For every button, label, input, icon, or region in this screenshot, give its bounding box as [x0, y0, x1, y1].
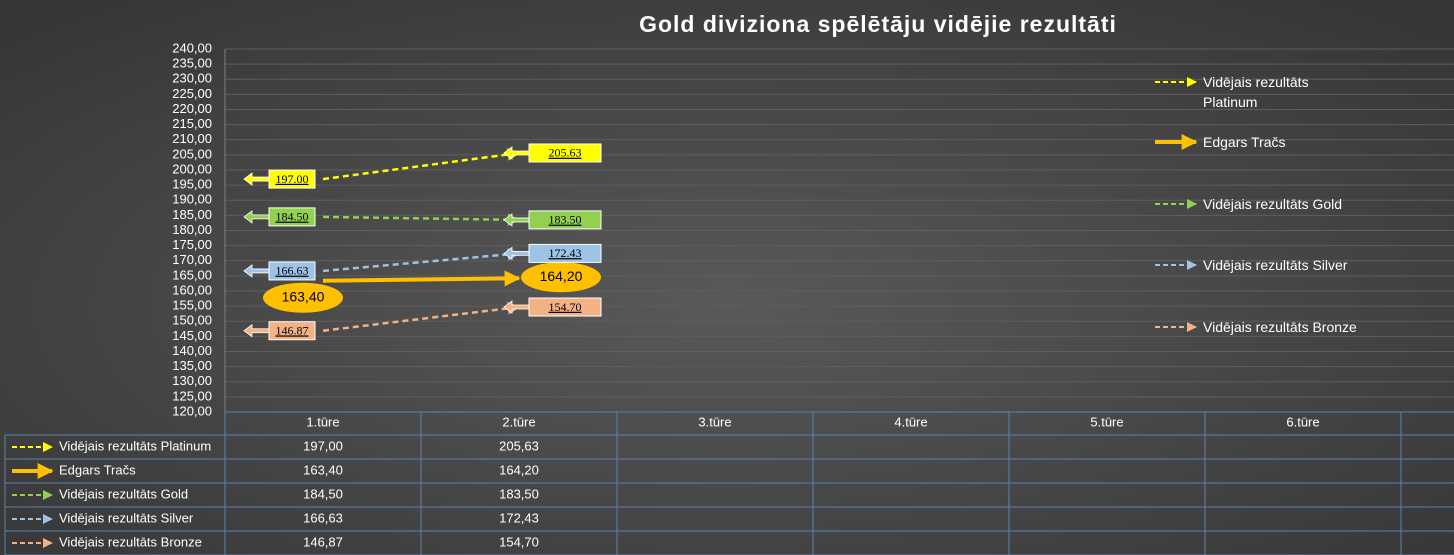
y-tick-label: 165,00 [172, 267, 212, 282]
table-cell: 164,20 [499, 462, 539, 477]
y-tick-label: 175,00 [172, 237, 212, 252]
data-label-bg [268, 261, 316, 281]
legend-label: Vidējais rezultāts Bronze [1203, 319, 1357, 335]
table-cell: 166,63 [303, 510, 343, 525]
data-label: 164,20 [540, 268, 583, 284]
series-line [322, 302, 521, 332]
table-cell: 197,00 [303, 438, 343, 453]
table-row-label: Vidējais rezultāts Gold [59, 486, 188, 501]
x-tick-label: 4.tūre [894, 414, 927, 429]
y-tick-label: 135,00 [172, 358, 212, 373]
x-tick-label: 1.tūre [306, 414, 339, 429]
table-row-label: Vidējais rezultāts Platinum [59, 438, 211, 453]
legend-entry: Edgars Tračs [1203, 134, 1286, 150]
y-tick-label: 220,00 [172, 101, 212, 116]
x-tick-label: 6.tūre [1286, 414, 1319, 429]
y-tick-label: 155,00 [172, 298, 212, 313]
x-tick-label: 3.tūre [698, 414, 731, 429]
y-tick-label: 215,00 [172, 116, 212, 131]
legend-label: Edgars Tračs [1203, 134, 1286, 150]
table-cell: 184,50 [303, 486, 343, 501]
table-cell: 154,70 [499, 534, 539, 549]
legend-label: Vidējais rezultāts Silver [1203, 257, 1348, 273]
y-tick-label: 180,00 [172, 222, 212, 237]
legend-entry: Vidējais rezultāts Platinum [1203, 74, 1309, 110]
y-tick-label: 140,00 [172, 343, 212, 358]
y-tick-label: 205,00 [172, 146, 212, 161]
legend-label: Vidējais rezultāts Gold [1203, 196, 1343, 212]
series-line [322, 248, 521, 273]
y-tick-label: 120,00 [172, 403, 212, 418]
x-tick-label: 2.tūre [502, 414, 535, 429]
series-line [322, 213, 521, 226]
table-cell: 172,43 [499, 510, 539, 525]
data-label-bg [528, 297, 602, 317]
table-cell: 205,63 [499, 438, 539, 453]
y-tick-label: 185,00 [172, 207, 212, 222]
y-tick-label: 145,00 [172, 328, 212, 343]
data-label-bg [268, 321, 316, 341]
data-label: 183.50 [549, 213, 582, 227]
data-label: 163,40 [282, 288, 325, 304]
y-tick-label: 225,00 [172, 86, 212, 101]
data-label: 205.63 [549, 146, 582, 160]
table-cell: 146,87 [303, 534, 343, 549]
y-tick-label: 150,00 [172, 313, 212, 328]
y-tick-label: 210,00 [172, 131, 212, 146]
table-cell: 183,50 [499, 486, 539, 501]
y-tick-label: 160,00 [172, 282, 212, 297]
data-label-bg [268, 169, 316, 189]
data-label: 184.50 [276, 210, 309, 224]
data-label-bg [263, 282, 343, 313]
table-row-label: Vidējais rezultāts Silver [59, 510, 194, 525]
series-line [322, 148, 521, 181]
y-tick-label: 195,00 [172, 177, 212, 192]
legend-entry: Vidējais rezultāts Bronze [1203, 319, 1357, 335]
y-tick-label: 170,00 [172, 252, 212, 267]
table-row-label: Vidējais rezultāts Bronze [59, 534, 202, 549]
data-label-bg [528, 210, 602, 230]
legend-entry: Vidējais rezultāts Gold [1203, 196, 1343, 212]
data-label-bg [528, 243, 602, 263]
data-label-bg [528, 143, 602, 163]
chart-title: Gold diviziona spēlētāju vidējie rezultā… [639, 11, 1117, 37]
y-tick-label: 130,00 [172, 373, 212, 388]
data-label: 154.70 [549, 300, 582, 314]
series-line [322, 270, 521, 287]
y-tick-label: 230,00 [172, 71, 212, 86]
data-label-bg [521, 262, 601, 293]
legend-entry: Vidējais rezultāts Silver [1203, 257, 1348, 273]
x-tick-label: 5.tūre [1090, 414, 1123, 429]
y-tick-label: 240,00 [172, 40, 212, 55]
table-cell: 163,40 [303, 462, 343, 477]
table-row-label: Edgars Tračs [59, 462, 136, 477]
data-label-bg [268, 207, 316, 227]
data-label: 166.63 [276, 264, 309, 278]
y-tick-label: 125,00 [172, 388, 212, 403]
data-label: 197.00 [276, 172, 309, 186]
legend-label: Vidējais rezultāts Platinum [1203, 74, 1309, 110]
data-label: 172.43 [549, 246, 582, 260]
y-tick-label: 235,00 [172, 56, 212, 71]
y-tick-label: 190,00 [172, 192, 212, 207]
data-label: 146.87 [276, 323, 309, 337]
y-tick-label: 200,00 [172, 161, 212, 176]
